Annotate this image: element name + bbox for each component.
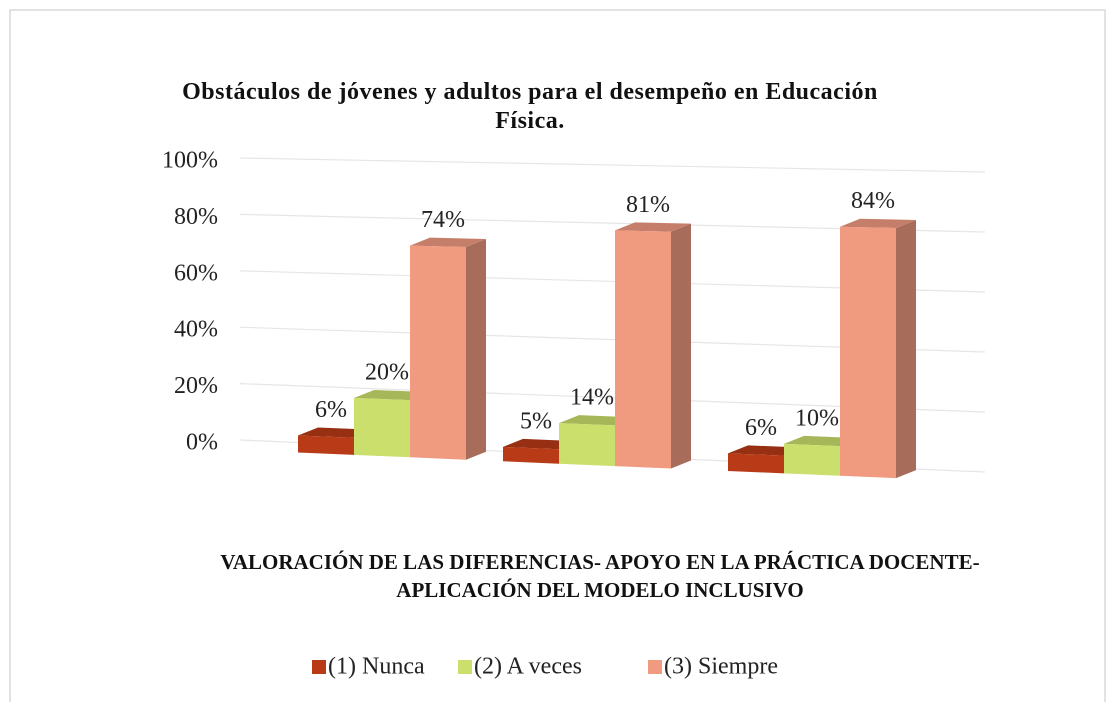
bar [559, 423, 615, 467]
legend-swatch [458, 660, 472, 674]
data-label: 6% [315, 397, 347, 423]
bar [503, 446, 559, 464]
chart-title: Obstáculos de jóvenes y adultos para el … [182, 79, 878, 134]
x-axis-label: VALORACIÓN DE LAS DIFERENCIAS- APOYO EN … [220, 550, 980, 602]
bar-side [896, 219, 916, 479]
bar [784, 443, 840, 476]
data-label: 6% [745, 415, 777, 441]
legend-label: (2) A veces [474, 654, 582, 680]
y-tick-label: 80% [174, 204, 218, 230]
bar-side [671, 223, 691, 469]
bar-top [615, 222, 691, 232]
bar [354, 397, 410, 458]
legend-label: (3) Siempre [664, 654, 778, 680]
data-label: 5% [520, 408, 552, 434]
bar-top [840, 218, 916, 228]
data-label: 20% [365, 359, 409, 385]
data-label: 10% [795, 405, 839, 431]
data-label: 74% [421, 207, 465, 233]
bar [728, 453, 784, 474]
chart-border [9, 9, 1106, 702]
y-tick-label: 60% [174, 260, 218, 286]
data-label: 81% [626, 192, 670, 218]
y-tick-label: 0% [186, 430, 218, 456]
legend-label: (1) Nunca [328, 654, 425, 680]
y-tick-label: 100% [162, 148, 218, 174]
grid-line [239, 157, 986, 173]
legend-swatch [648, 660, 662, 674]
y-tick-label: 40% [174, 317, 218, 343]
legend-swatch [312, 660, 326, 674]
bar-side [466, 238, 486, 460]
y-tick-label: 20% [174, 373, 218, 399]
data-label: 14% [570, 385, 614, 411]
bar [298, 435, 354, 455]
bar [840, 226, 896, 479]
data-label: 84% [851, 188, 895, 214]
bar-top [410, 237, 486, 247]
bar [615, 230, 671, 469]
bar [410, 245, 466, 460]
